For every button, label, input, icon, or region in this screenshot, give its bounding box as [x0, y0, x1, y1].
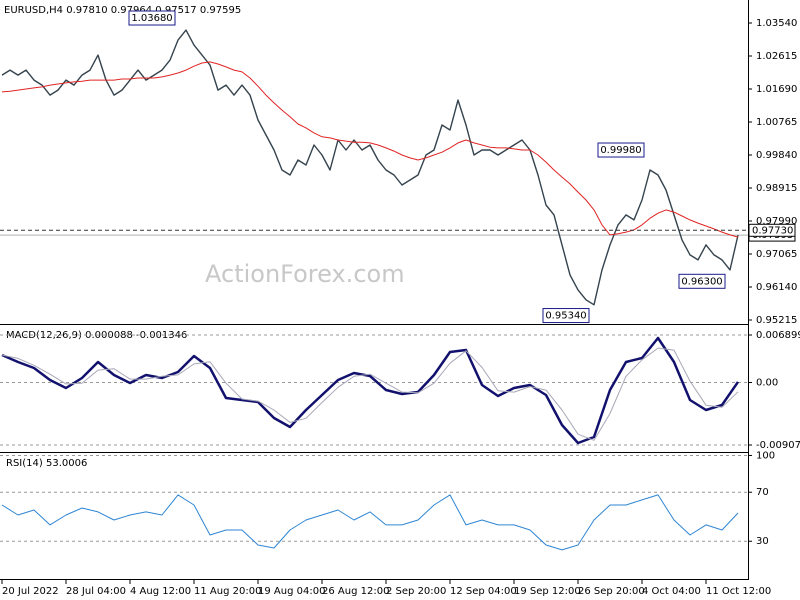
- y-tick-label: 0.96140: [756, 282, 797, 293]
- x-tick-label: 12 Sep 04:00: [450, 586, 517, 597]
- annotation-label: 0.96300: [681, 276, 722, 287]
- close: 0.97595: [200, 5, 241, 16]
- y-tick-label: 100: [756, 450, 775, 461]
- macd-line: [1, 336, 740, 445]
- y-tick-label: 1.00765: [756, 117, 797, 128]
- symbol: EURUSD,H4: [4, 5, 63, 16]
- annotation-box: [678, 273, 726, 289]
- price-box: [748, 223, 796, 237]
- x-tick-label: 19 Sep 12:00: [514, 586, 581, 597]
- current-price-label: 0.97730: [752, 225, 793, 236]
- watermark: ActionForex.com: [205, 260, 405, 288]
- y-tick-label: 30: [756, 536, 769, 547]
- macd-header: MACD(12,26,9) 0.000088 -0.001346: [6, 330, 187, 341]
- x-tick-label: 11 Oct 12:00: [706, 586, 771, 597]
- y-tick-label: 0.00: [756, 378, 778, 389]
- x-tick-label: 4 Oct 04:00: [642, 586, 701, 597]
- y-tick-label: 0.98915: [756, 183, 797, 194]
- rsi-value: 53.0006: [46, 458, 87, 469]
- y-tick-label: -0.009076: [756, 440, 800, 451]
- frame: [0, 0, 749, 580]
- annotation-box: [542, 308, 590, 324]
- y-tick-label: 1.02615: [756, 51, 797, 62]
- low: 0.97517: [155, 5, 196, 16]
- x-tick-label: 4 Aug 12:00: [130, 586, 191, 597]
- high: 0.97964: [111, 5, 152, 16]
- rsi-line: [1, 494, 739, 551]
- x-tick-label: 19 Aug 04:00: [258, 586, 325, 597]
- open: 0.97810: [66, 5, 107, 16]
- signal-value: -0.001346: [136, 330, 187, 341]
- x-tick-label: 26 Aug 12:00: [322, 586, 389, 597]
- y-tick-label: 0.97065: [756, 249, 797, 260]
- y-tick-label: 0.99840: [756, 150, 797, 161]
- y-tick-label: 70: [756, 487, 769, 498]
- x-tick-label: 2 Sep 20:00: [386, 586, 446, 597]
- price-header: EURUSD,H4 0.97810 0.97964 0.97517 0.9759…: [4, 5, 241, 16]
- y-tick-label: 0.006899: [756, 330, 800, 341]
- y-tick-label: 1.01690: [756, 84, 797, 95]
- y-tick-label: 1.03540: [756, 18, 797, 29]
- x-tick-label: 26 Sep 20:00: [578, 586, 645, 597]
- annotation-label: 0.99980: [600, 145, 641, 156]
- y-tick-label: 0.97990: [756, 216, 797, 227]
- price-line: [1, 29, 739, 306]
- rsi-header: RSI(14) 53.0006: [6, 458, 87, 469]
- annotation-box: [128, 10, 176, 26]
- rsi-title: RSI(14): [6, 458, 43, 469]
- x-tick-label: 28 Jul 04:00: [66, 586, 126, 597]
- y-tick-label: 0.95215: [756, 315, 797, 326]
- macd-value: 0.000088: [85, 330, 133, 341]
- annotation-label: 0.95340: [545, 311, 586, 322]
- annotation-label: 1.03680: [131, 13, 172, 24]
- macd-title: MACD(12,26,9): [6, 330, 82, 341]
- annotation-box: [597, 142, 645, 158]
- moving-average: [1, 61, 739, 238]
- signal-line: [1, 347, 739, 441]
- x-tick-label: 11 Aug 20:00: [194, 586, 261, 597]
- x-tick-label: 20 Jul 2022: [2, 586, 59, 597]
